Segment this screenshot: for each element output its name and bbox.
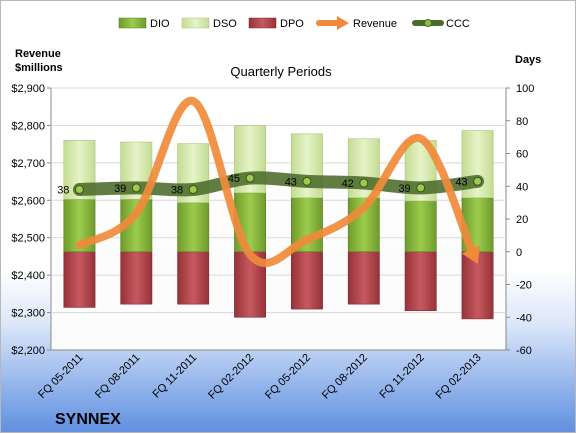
- ccc-data-label: 38: [171, 185, 183, 197]
- left-tick-label: $2,700: [11, 158, 45, 170]
- right-tick-label: -40: [516, 312, 532, 324]
- category-label: FQ 02-2013: [434, 352, 484, 402]
- right-axis-title: Days: [515, 54, 541, 66]
- left-axis-title-line2: $millions: [15, 62, 63, 74]
- ccc-data-label: 42: [342, 178, 354, 190]
- left-tick-label: $2,800: [11, 120, 45, 132]
- ccc-data-label: 39: [114, 183, 126, 195]
- ccc-data-label: 43: [285, 176, 297, 188]
- legend-swatch-dso: [181, 17, 210, 29]
- ccc-point: [416, 183, 426, 193]
- left-tick-label: $2,900: [11, 83, 45, 95]
- category-label: FQ 08-2011: [93, 352, 142, 401]
- category-label: FQ 02-2012: [206, 352, 256, 402]
- left-tick-label: $2,400: [11, 270, 45, 282]
- category-label: FQ 11-2011: [150, 352, 199, 401]
- ccc-data-label: 38: [57, 185, 69, 197]
- ccc-point: [359, 178, 369, 188]
- legend-label-dio: DIO: [150, 18, 170, 30]
- legend-swatch-dio: [118, 17, 147, 29]
- legend-swatch-ccc: [412, 19, 444, 27]
- legend-swatch-revenue: [316, 16, 349, 30]
- ccc-line: [72, 171, 485, 197]
- dpo-bar: [177, 251, 210, 305]
- category-labels: FQ 05-2011 FQ 08-2011 FQ 11-2011 FQ 02-2012…: [36, 352, 484, 402]
- category-label: FQ 11-2012: [377, 352, 426, 401]
- category-label: FQ 05-2011: [36, 352, 85, 401]
- right-tick-label: -60: [516, 345, 532, 357]
- revenue-line: [75, 97, 477, 267]
- right-tick-label: 60: [516, 149, 528, 161]
- dpo-bar: [63, 251, 96, 308]
- dpo-bar: [347, 251, 380, 305]
- right-tick-label: 20: [516, 214, 528, 226]
- legend-label-revenue: Revenue: [353, 18, 397, 30]
- left-tick-label: $2,300: [11, 308, 45, 320]
- ccc-point: [245, 173, 255, 183]
- left-tick-label: $2,500: [11, 233, 45, 245]
- left-tick-label: $2,600: [11, 195, 45, 207]
- dpo-bar: [290, 251, 323, 310]
- legend-label-dpo: DPO: [280, 18, 304, 30]
- right-tick-label: 0: [516, 247, 522, 259]
- left-axis-ticks: $2,200 $2,300 $2,400 $2,500 $2,600 $2,700 $2,8…: [11, 83, 506, 357]
- ccc-point: [74, 185, 84, 195]
- right-axis-ticks: -60 -40 -20 0 20 40 60 80 100: [506, 83, 534, 357]
- ccc-point: [302, 176, 312, 186]
- right-tick-label: 40: [516, 181, 528, 193]
- ccc-series: 38 39 38 45 43 42 39 43: [57, 171, 485, 197]
- legend-label-ccc: CCC: [446, 18, 470, 30]
- ccc-point: [473, 176, 483, 186]
- revenue-series: [75, 97, 481, 267]
- ccc-data-label: 45: [228, 173, 240, 185]
- chart-title: Quarterly Periods: [230, 64, 332, 79]
- right-tick-label: 100: [516, 83, 534, 95]
- revenue-arrowhead: [461, 245, 481, 264]
- dio-bar: [404, 200, 437, 253]
- company-name: SYNNEX: [55, 411, 121, 428]
- dpo-bar: [120, 251, 153, 305]
- right-tick-label: 80: [516, 116, 528, 128]
- ccc-data-label: 43: [455, 176, 467, 188]
- plot-area: [51, 88, 506, 350]
- dpo-bar: [404, 251, 437, 312]
- legend: DIO DSO DPO Revenue CCC: [118, 16, 470, 30]
- legend-label-dso: DSO: [213, 18, 237, 30]
- dio-bar: [177, 202, 210, 253]
- left-axis-title-line1: Revenue: [15, 48, 61, 60]
- category-label: FQ 05-2012: [263, 352, 313, 402]
- right-tick-label: -20: [516, 280, 532, 292]
- ccc-point: [188, 185, 198, 195]
- ccc-data-label: 39: [398, 183, 410, 195]
- category-label: FQ 08-2012: [320, 352, 370, 402]
- legend-swatch-dpo: [248, 17, 277, 29]
- left-tick-label: $2,200: [11, 345, 45, 357]
- ccc-point: [131, 183, 141, 193]
